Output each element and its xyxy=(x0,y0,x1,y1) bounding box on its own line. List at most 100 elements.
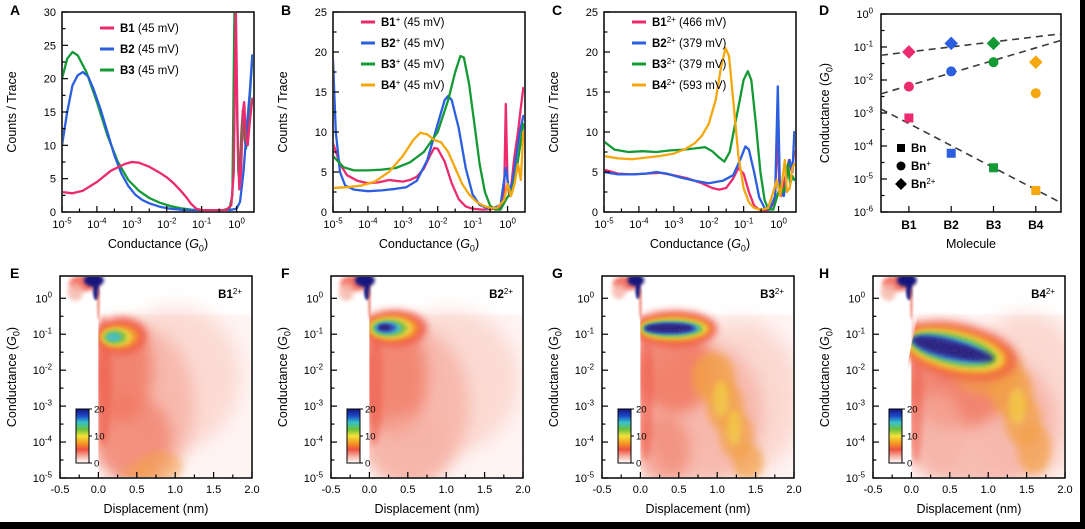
figure-bottom-border xyxy=(0,522,1085,529)
svg-text:Conductance (G0): Conductance (G0) xyxy=(818,63,835,163)
svg-text:Conductance (G0): Conductance (G0) xyxy=(5,327,22,427)
svg-text:10-3: 10-3 xyxy=(575,398,595,413)
svg-text:10-1: 10-1 xyxy=(846,327,865,342)
svg-text:5: 5 xyxy=(321,167,327,179)
svg-text:0.5: 0.5 xyxy=(400,484,415,496)
svg-text:10-1: 10-1 xyxy=(575,327,594,342)
svg-text:B3+ (45 mV): B3+ (45 mV) xyxy=(381,57,445,71)
svg-text:10-3: 10-3 xyxy=(304,398,324,413)
svg-text:10-2: 10-2 xyxy=(304,363,323,378)
svg-text:0: 0 xyxy=(321,207,327,219)
panel-b-chart: 10-5 10-4 10-3 10-2 10-1 1000510152025Conduct… xyxy=(276,7,526,254)
svg-text:10-2: 10-2 xyxy=(575,363,594,378)
panel-e: E 100 10-1 10-2 10-3 10-4 10-5 -0.5 0.0 0.5 1.0 1.5… xyxy=(0,263,271,523)
svg-text:15: 15 xyxy=(44,107,56,119)
svg-text:B3 (45 mV): B3 (45 mV) xyxy=(120,65,179,77)
panel-letter: E xyxy=(10,265,20,281)
svg-text:20: 20 xyxy=(636,405,647,416)
svg-text:15: 15 xyxy=(586,87,598,99)
svg-text:10: 10 xyxy=(94,432,105,443)
svg-text:2.0: 2.0 xyxy=(786,484,801,496)
svg-text:B22+: B22+ xyxy=(489,287,513,301)
svg-text:Displacement (nm): Displacement (nm) xyxy=(646,502,751,516)
svg-text:B22+ (379 mV): B22+ (379 mV) xyxy=(652,36,726,50)
svg-text:1.0: 1.0 xyxy=(710,484,725,496)
svg-text:100: 100 xyxy=(228,216,245,231)
figure-right-border xyxy=(1080,0,1085,529)
panel-letter: C xyxy=(552,2,563,18)
svg-text:10-2: 10-2 xyxy=(33,363,52,378)
svg-text:10-1: 10-1 xyxy=(304,327,323,342)
svg-text:5: 5 xyxy=(592,167,598,179)
svg-text:10-3: 10-3 xyxy=(393,216,413,231)
panel-letter: B xyxy=(281,2,292,18)
svg-text:10-2: 10-2 xyxy=(699,216,718,231)
svg-text:B42+ (593 mV): B42+ (593 mV) xyxy=(652,78,726,92)
svg-text:10-4: 10-4 xyxy=(854,138,874,153)
svg-text:Displacement (nm): Displacement (nm) xyxy=(375,502,480,516)
svg-text:B3: B3 xyxy=(986,218,1002,232)
svg-text:Displacement (nm): Displacement (nm) xyxy=(917,502,1022,516)
svg-text:Conductance (G0): Conductance (G0) xyxy=(650,237,750,254)
svg-text:10: 10 xyxy=(365,432,376,443)
svg-text:Molecule: Molecule xyxy=(946,237,996,251)
svg-text:10-3: 10-3 xyxy=(33,398,53,413)
svg-text:10-5: 10-5 xyxy=(854,171,874,186)
panel-letter: F xyxy=(281,265,290,281)
panel-letter: A xyxy=(10,2,21,18)
svg-text:25: 25 xyxy=(586,7,598,19)
svg-text:B2 (45 mV): B2 (45 mV) xyxy=(120,44,179,56)
svg-text:0.0: 0.0 xyxy=(362,484,377,496)
svg-text:B42+: B42+ xyxy=(1031,287,1055,301)
svg-text:Counts / Trace: Counts / Trace xyxy=(5,71,19,152)
svg-text:Counts / Trace: Counts / Trace xyxy=(547,71,561,152)
svg-text:2.0: 2.0 xyxy=(1057,484,1072,496)
svg-text:Conductance (G0): Conductance (G0) xyxy=(547,327,564,427)
svg-text:-0.5: -0.5 xyxy=(51,484,70,496)
svg-text:-0.5: -0.5 xyxy=(593,484,612,496)
svg-text:20: 20 xyxy=(44,74,56,86)
svg-text:10-1: 10-1 xyxy=(33,327,52,342)
svg-text:0: 0 xyxy=(907,459,912,470)
svg-text:0: 0 xyxy=(365,459,370,470)
svg-text:100: 100 xyxy=(499,216,516,231)
panel-a-chart: 10-5 10-4 10-3 10-2 10-1 100051015202530Condu… xyxy=(5,7,255,254)
svg-text:-0.5: -0.5 xyxy=(322,484,341,496)
svg-text:0: 0 xyxy=(50,207,56,219)
panel-letter: G xyxy=(552,265,563,281)
svg-text:Counts / Trace: Counts / Trace xyxy=(276,71,290,152)
svg-text:B2+ (45 mV): B2+ (45 mV) xyxy=(381,36,445,50)
svg-text:10: 10 xyxy=(586,127,598,139)
svg-text:25: 25 xyxy=(44,40,56,52)
svg-text:1.0: 1.0 xyxy=(981,484,996,496)
svg-text:10-4: 10-4 xyxy=(33,434,53,449)
svg-text:10-2: 10-2 xyxy=(428,216,447,231)
svg-text:Conductance (G0): Conductance (G0) xyxy=(276,327,293,427)
svg-text:1.5: 1.5 xyxy=(748,484,763,496)
svg-text:B32+ (379 mV): B32+ (379 mV) xyxy=(652,57,726,71)
svg-text:-0.5: -0.5 xyxy=(864,484,883,496)
svg-text:B2: B2 xyxy=(944,218,960,232)
svg-text:B12+: B12+ xyxy=(218,287,242,301)
svg-text:B1+ (45 mV): B1+ (45 mV) xyxy=(381,15,445,29)
svg-text:0.0: 0.0 xyxy=(633,484,648,496)
svg-text:B32+: B32+ xyxy=(760,287,784,301)
svg-text:100: 100 xyxy=(306,291,323,306)
svg-text:10-3: 10-3 xyxy=(846,398,866,413)
svg-text:10-4: 10-4 xyxy=(575,434,595,449)
svg-text:10-1: 10-1 xyxy=(192,216,211,231)
svg-text:10-3: 10-3 xyxy=(854,105,874,120)
svg-text:10-2: 10-2 xyxy=(854,72,873,87)
svg-text:0.0: 0.0 xyxy=(904,484,919,496)
svg-text:Conductance (G0): Conductance (G0) xyxy=(818,327,835,427)
svg-text:100: 100 xyxy=(35,291,52,306)
svg-text:10: 10 xyxy=(636,432,647,443)
panel-d-chart: 100 10-1 10-2 10-3 10-4 10-5 10-6 B1 B2 B3 B4 Molec… xyxy=(818,6,1062,251)
svg-text:1.5: 1.5 xyxy=(206,484,221,496)
svg-text:10-5: 10-5 xyxy=(575,470,595,485)
svg-text:10-4: 10-4 xyxy=(629,216,649,231)
